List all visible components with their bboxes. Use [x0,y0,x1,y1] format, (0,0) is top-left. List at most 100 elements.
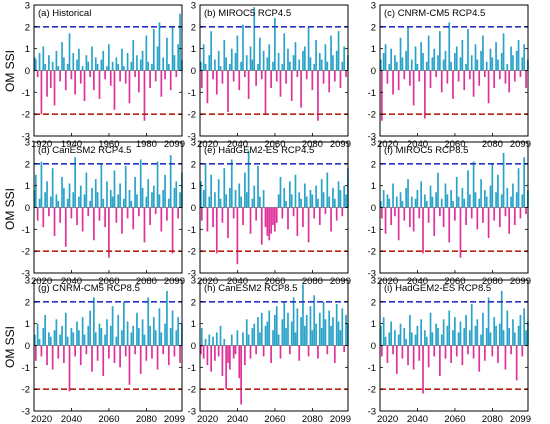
bar [214,59,216,71]
y-tick-label: -2 [188,247,196,258]
bar [476,207,479,230]
bar [440,70,443,93]
bar [335,207,338,221]
bar [109,70,112,86]
bar [412,70,415,106]
x-tick-label: 1940 [61,139,82,150]
bar [307,26,310,71]
bar [483,345,486,361]
bar [175,181,178,208]
bar [152,29,155,71]
bar [200,207,203,221]
bar [158,22,161,71]
bar [85,55,88,71]
bar [287,312,289,346]
bar [513,332,516,346]
bar [53,330,56,346]
bar [384,44,387,71]
bar [461,345,464,366]
bar [81,207,84,232]
bar [249,345,252,359]
bar [102,198,105,208]
bar [392,345,394,355]
bar [100,328,103,346]
bar [414,198,417,208]
bar [152,185,155,208]
bar [442,207,445,228]
bar [179,345,181,363]
bar [474,192,477,208]
bar [76,207,78,225]
bar [46,181,48,208]
bar [313,207,316,219]
bar [44,63,47,71]
bar [262,190,265,208]
bar [160,70,163,97]
x-tick-label: 2099 [330,414,351,424]
y-tick-label: 1 [25,181,30,192]
x-tick-label: 2060 [264,414,285,424]
bar [482,35,484,71]
bar [214,345,216,361]
bar [91,345,93,372]
y-tick-label: -2 [368,385,376,396]
bar [388,332,391,346]
bar [102,50,105,71]
bar [264,325,267,346]
bar [457,70,460,82]
bar [318,53,321,71]
bar [335,304,338,346]
bar [283,187,286,208]
bar [100,163,103,208]
bar [294,42,297,71]
bar [234,345,237,355]
bar [345,70,347,78]
bar [229,63,231,71]
bar [425,200,428,208]
y-tick-label: -2 [368,110,376,121]
bar [104,207,106,228]
bar [212,70,214,80]
bar [91,187,93,208]
bar [324,44,327,71]
bar [504,70,507,84]
bar [401,345,404,359]
bar [149,325,151,346]
bar [287,207,289,230]
x-tick-label: 2060 [98,276,119,287]
bar [525,70,527,88]
bar [491,345,494,357]
bar [307,207,310,243]
bar [136,55,138,71]
bar [81,66,84,71]
bar [435,323,437,346]
bar [283,301,286,346]
bar [320,179,323,208]
bar [59,334,61,346]
bar [476,319,479,346]
bar [83,70,86,102]
bar [66,336,69,346]
bar [59,207,61,223]
bar [113,345,116,363]
bar [300,70,302,108]
bar [457,196,460,208]
bar [245,192,248,208]
y-tick-label: -3 [188,132,196,143]
bar [249,46,252,71]
bar [128,190,131,208]
bar [328,310,331,346]
bar [305,70,308,80]
bar [123,66,125,71]
bar [247,70,250,99]
bar [34,334,36,346]
bar [302,207,304,228]
bar [294,332,297,346]
bar [437,55,439,71]
bar [485,61,488,71]
bar [412,345,415,370]
y-tick-label: -3 [368,407,376,418]
